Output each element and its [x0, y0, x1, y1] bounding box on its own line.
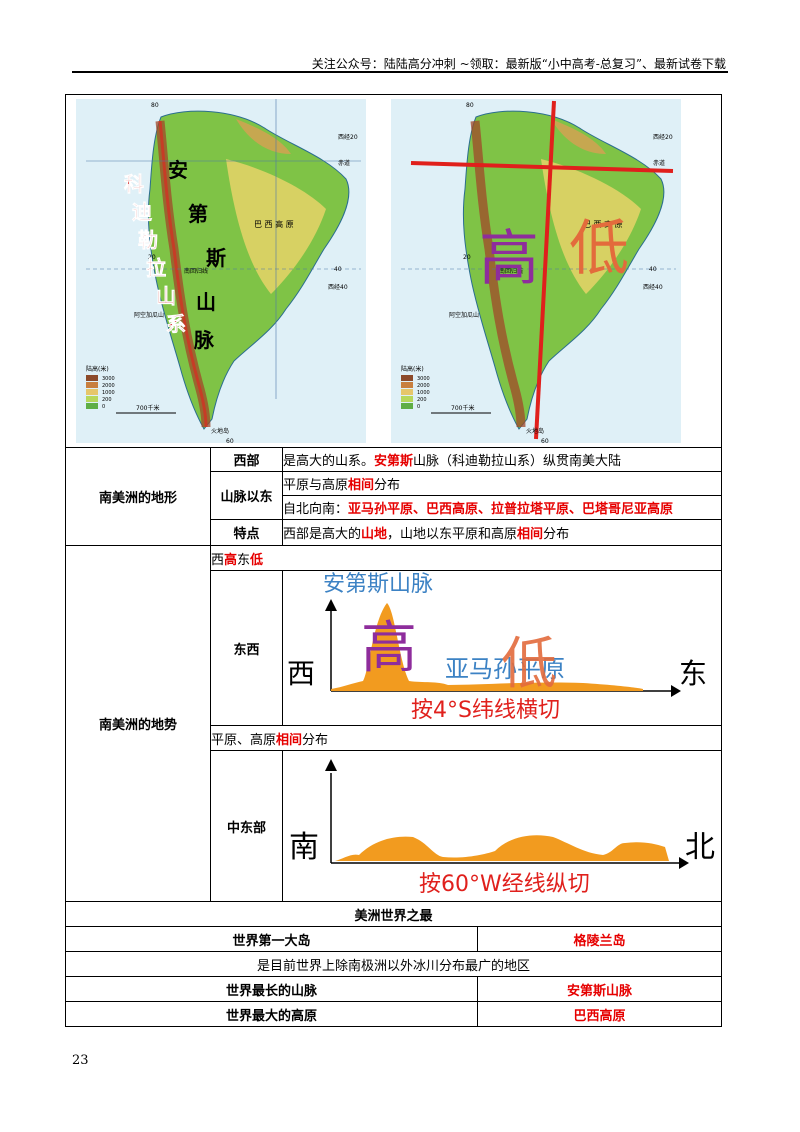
world-row-value: 安第斯山脉: [477, 976, 722, 1002]
world-row-value: 格陵兰岛: [477, 926, 722, 952]
cordillera-char-3: 勒: [138, 228, 158, 252]
world-row-label: 世界最长的山脉: [65, 976, 478, 1002]
aconcagua-label: 阿空加瓜山: [134, 311, 164, 319]
ew-label: 东西: [210, 570, 283, 726]
east-line1: 平原与高原相间分布: [282, 471, 722, 496]
ns-profile-chart: 南 北 按60°W经线纵切: [289, 759, 715, 897]
lat-80: 80: [466, 102, 474, 109]
andes-char-1: 安: [168, 158, 188, 182]
andes-char-3: 斯: [206, 246, 226, 270]
ns-label: 中东部: [210, 750, 283, 902]
lat-60: 60: [541, 438, 549, 443]
mountain-label: 安第斯山脉: [323, 572, 433, 597]
cordillera-char-2: 迪: [132, 200, 152, 224]
west-label: 西部: [210, 447, 283, 472]
lat-80: 80: [151, 102, 159, 109]
big-low-char: 低: [569, 214, 629, 284]
legend-2000: 2000: [102, 383, 115, 389]
content-table: 陆高(米) 3000 2000 1000 200 0 700千米 80 巴 西 …: [65, 94, 722, 1027]
w20-label: 西经20: [338, 133, 358, 141]
west-desc: 是高大的山系。安第斯山脉（科迪勒拉山系）纵贯南美大陆: [282, 447, 722, 472]
east-label: 山脉以东: [210, 471, 283, 520]
south-axis-label: 南: [289, 830, 319, 865]
ew-low-char: 低: [501, 632, 557, 697]
world-note: 是目前世界上除南极洲以外冰川分布最广的地区: [65, 951, 722, 977]
brazil-plateau-label: 巴 西 高 原: [254, 219, 294, 229]
w40-label: 西经40: [643, 283, 663, 291]
legend-1000: 1000: [417, 390, 430, 396]
lat-40: 40: [649, 266, 657, 273]
right-map: 陆高(米) 3000 2000 1000 200 0 700千米 80 巴 西 …: [391, 99, 681, 443]
legend-0: 0: [102, 404, 105, 410]
cordillera-char-4: 拉: [146, 256, 166, 280]
lat-20: 20: [148, 254, 156, 261]
scale-bar: 700千米: [136, 404, 159, 412]
cordillera-char-5: 山: [156, 284, 176, 308]
east-line2: 自北向南：亚马孙平原、巴西高原、拉普拉塔平原、巴塔哥尼亚高原: [282, 495, 722, 520]
scale-bar: 700千米: [451, 404, 474, 412]
terrain-trend: 西高东低: [210, 545, 722, 571]
ns-chart-cell: 南 北 按60°W经线纵切: [282, 750, 722, 902]
feature-label: 特点: [210, 519, 283, 546]
legend-1000: 1000: [102, 390, 115, 396]
aconcagua-label: 阿空加瓜山: [449, 311, 479, 319]
tierra-del-fuego-label: 火地岛: [526, 427, 544, 435]
page-number: 23: [72, 1053, 89, 1068]
north-axis-label: 北: [685, 830, 715, 865]
andes-char-2: 第: [188, 202, 208, 226]
w40-label: 西经40: [328, 283, 348, 291]
ns-cut-label: 按60°W经线纵切: [419, 872, 590, 897]
ew-high-char: 高: [361, 616, 417, 681]
cordillera-char-1: 科: [124, 172, 144, 196]
page-header: 关注公众号：陆陆高分冲刺 ~领取：最新版“小中高考-总复习”、最新试卷下载: [311, 57, 726, 71]
tropic-label: 南回归线: [184, 267, 208, 275]
legend-3000: 3000: [102, 376, 115, 382]
terrain-mid-desc: 平原、高原相间分布: [210, 725, 722, 751]
legend-0: 0: [417, 404, 420, 410]
big-high-char: 高: [479, 224, 539, 294]
legend-200: 200: [102, 397, 112, 403]
tierra-del-fuego-label: 火地岛: [211, 427, 229, 435]
east-axis-label: 东: [679, 657, 707, 690]
lat-60: 60: [226, 438, 234, 443]
legend-title: 陆高(米): [401, 365, 424, 373]
equator-label: 赤道: [653, 159, 665, 167]
plain-label: 亚马孙平原: [445, 655, 565, 683]
landform-label: 南美洲的地形: [65, 447, 211, 546]
maps-cell: 陆高(米) 3000 2000 1000 200 0 700千米 80 巴 西 …: [65, 94, 722, 448]
tropic-label: 南回归线: [499, 267, 523, 275]
equator-label: 赤道: [338, 159, 350, 167]
terrain-label: 南美洲的地势: [65, 545, 211, 902]
world-title: 美洲世界之最: [65, 901, 722, 927]
ew-profile-chart: 安第斯山脉 高 亚马孙平原 低 西 东 按4°S纬线横切: [287, 572, 707, 723]
world-row-label: 世界最大的高原: [65, 1001, 478, 1027]
legend-200: 200: [417, 397, 427, 403]
andes-char-4: 山: [196, 290, 216, 314]
legend-title: 陆高(米): [86, 365, 109, 373]
andes-char-5: 脉: [193, 328, 215, 352]
world-row-label: 世界第一大岛: [65, 926, 478, 952]
cordillera-char-6: 系: [166, 312, 186, 336]
feature-desc: 西部是高大的山地，山地以东平原和高原相间分布: [282, 519, 722, 546]
legend-2000: 2000: [417, 383, 430, 389]
lat-20: 20: [463, 254, 471, 261]
ew-cut-label: 按4°S纬线横切: [411, 698, 560, 723]
lat-40: 40: [334, 266, 342, 273]
legend-3000: 3000: [417, 376, 430, 382]
world-row-value: 巴西高原: [477, 1001, 722, 1027]
w20-label: 西经20: [653, 133, 673, 141]
left-map: 陆高(米) 3000 2000 1000 200 0 700千米 80 巴 西 …: [76, 99, 366, 443]
west-axis-label: 西: [287, 657, 315, 690]
ew-chart-cell: 安第斯山脉 高 亚马孙平原 低 西 东 按4°S纬线横切: [282, 570, 722, 726]
header-rule: [72, 71, 728, 73]
brazil-plateau-label: 巴 西 高 原: [583, 219, 623, 229]
